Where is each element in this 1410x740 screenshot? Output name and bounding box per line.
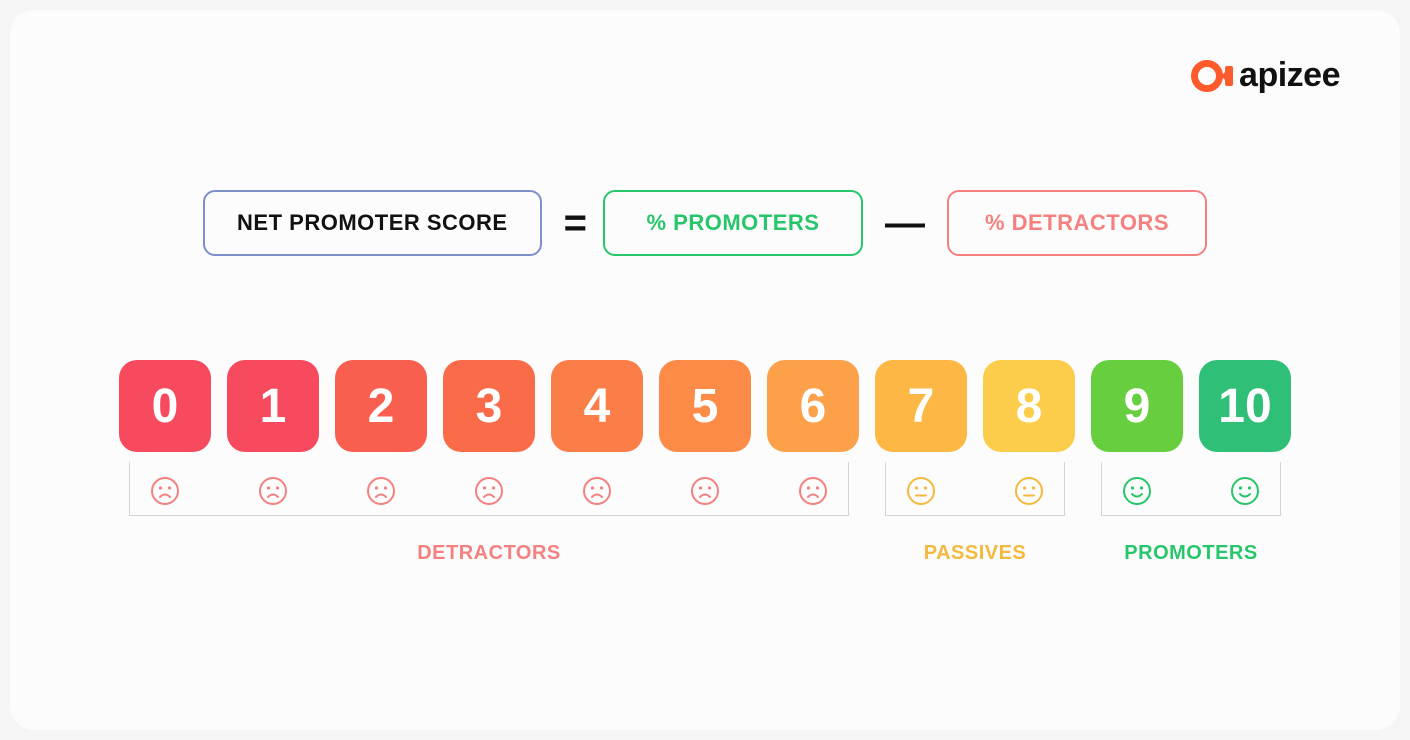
face-2-sad-icon <box>335 466 427 506</box>
brand-name: apizee <box>1239 56 1340 95</box>
score-tile-4: 4 <box>551 360 643 452</box>
equals-sign: = <box>564 203 581 243</box>
score-tile-0: 0 <box>119 360 211 452</box>
minus-sign: — <box>885 203 925 243</box>
score-tile-1: 1 <box>227 360 319 452</box>
score-tile-9: 9 <box>1091 360 1183 452</box>
score-tile-6: 6 <box>767 360 859 452</box>
group-label-passives: PASSIVES <box>885 542 1065 565</box>
score-tile-2: 2 <box>335 360 427 452</box>
face-4-sad-icon <box>551 466 643 506</box>
face-6-sad-icon <box>767 466 859 506</box>
face-5-sad-icon <box>659 466 751 506</box>
face-3-sad-icon <box>443 466 535 506</box>
group-label-detractors: DETRACTORS <box>129 542 849 565</box>
formula-detractors-box: % DETRACTORS <box>947 190 1207 256</box>
brand-logo-circle-icon <box>1191 60 1223 92</box>
nps-formula-row: NET PROMOTER SCORE = % PROMOTERS — % DET… <box>10 190 1400 256</box>
group-label-promoters: PROMOTERS <box>1101 542 1281 565</box>
face-1-sad-icon <box>227 466 319 506</box>
face-7-flat-icon <box>875 466 967 506</box>
score-tile-3: 3 <box>443 360 535 452</box>
formula-promoters-box: % PROMOTERS <box>603 190 863 256</box>
brand-logo: apizee <box>1191 56 1340 95</box>
infographic-card: apizee NET PROMOTER SCORE = % PROMOTERS … <box>10 10 1400 730</box>
score-tile-5: 5 <box>659 360 751 452</box>
face-0-sad-icon <box>119 466 211 506</box>
face-10-smile-icon <box>1199 466 1291 506</box>
face-row <box>10 466 1400 506</box>
face-8-flat-icon <box>983 466 1075 506</box>
brand-logo-bar-icon <box>1225 66 1233 86</box>
score-scale: 012345678910 <box>10 360 1400 452</box>
score-tile-7: 7 <box>875 360 967 452</box>
brand-logo-mark <box>1191 60 1233 92</box>
face-9-smile-icon <box>1091 466 1183 506</box>
score-tile-8: 8 <box>983 360 1075 452</box>
formula-nps-box: NET PROMOTER SCORE <box>203 190 542 256</box>
score-tile-10: 10 <box>1199 360 1291 452</box>
